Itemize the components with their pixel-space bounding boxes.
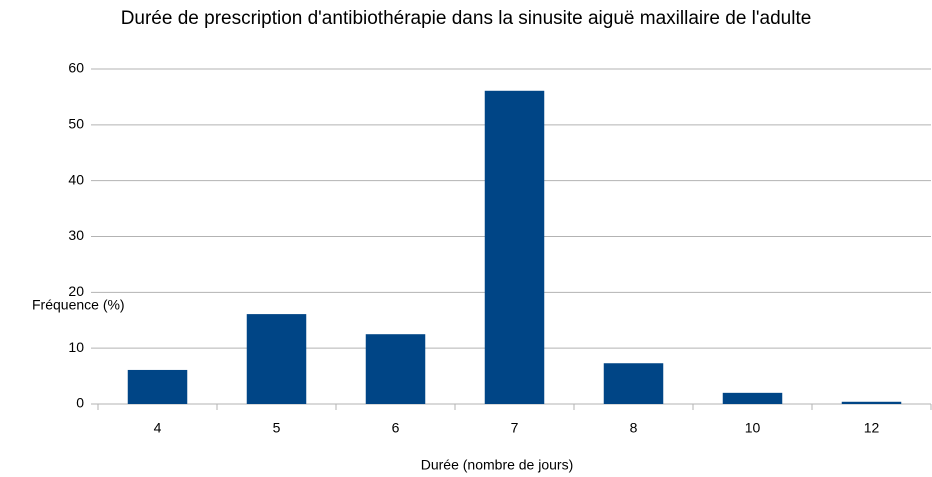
y-tick-label: 0 [76,395,84,411]
y-tick-label: 10 [68,339,84,355]
x-tick-label: 12 [864,420,880,436]
x-tick-label: 8 [630,420,638,436]
bar [841,401,902,404]
y-tick-label: 40 [68,171,84,187]
bar [127,369,188,404]
bar [246,314,307,404]
bar [484,90,545,405]
x-tick-label: 4 [154,420,162,436]
y-axis-label: Fréquence (%) [32,297,125,313]
x-tick-label: 6 [392,420,400,436]
y-axis-label-background [30,296,158,316]
y-tick-label: 30 [68,227,84,243]
y-tick-label: 50 [68,116,84,132]
chart-title: Durée de prescription d'antibiothérapie … [121,8,812,29]
x-axis-label: Durée (nombre de jours) [421,457,574,473]
x-tick-label: 7 [511,420,519,436]
y-tick-label: 20 [68,283,84,299]
x-tick-label: 5 [273,420,281,436]
x-tick-label: 10 [745,420,761,436]
bar [603,363,664,404]
y-tick-label: 60 [68,60,84,76]
bar [722,392,783,404]
bar [365,334,426,404]
